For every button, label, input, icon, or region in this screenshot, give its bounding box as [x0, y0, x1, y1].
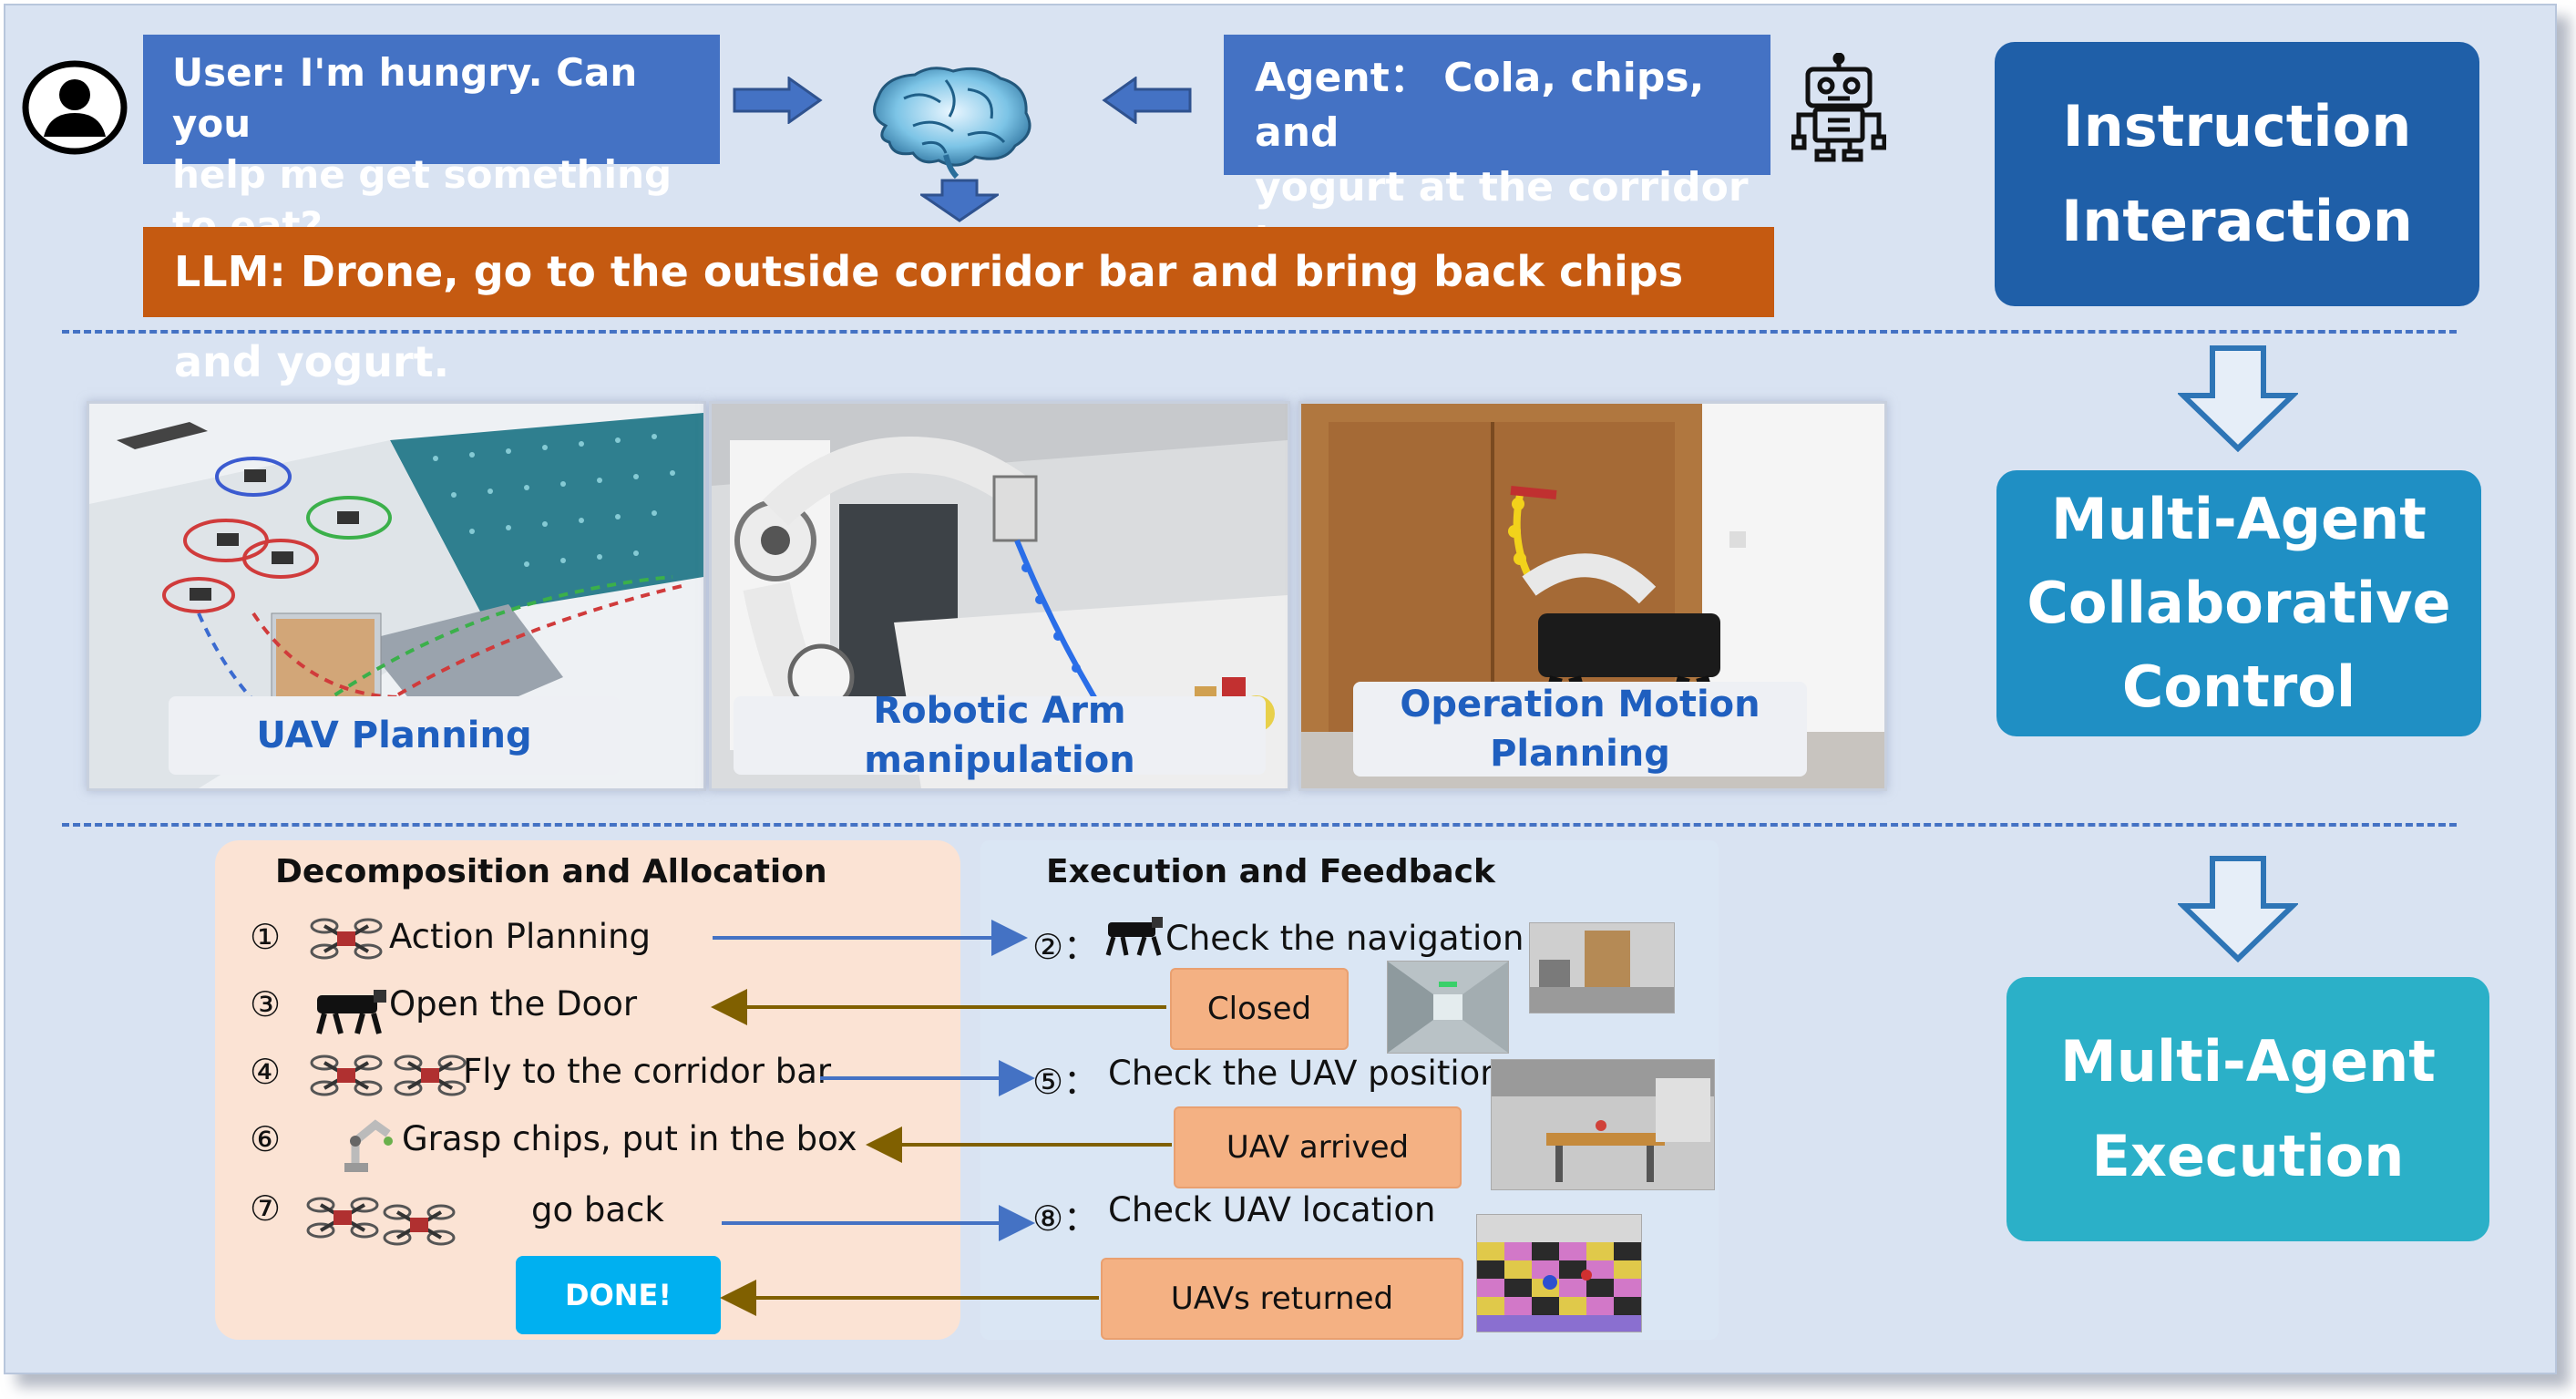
- drone-icon: [306, 1187, 379, 1249]
- operation-motion-label: Operation Motion Planning: [1353, 682, 1807, 777]
- stage-3-line-1: Multi-Agent: [2060, 1028, 2436, 1095]
- robotic-arm-icon: [339, 1114, 397, 1178]
- step-fly-corridor: Fly to the corridor bar: [463, 1052, 832, 1091]
- stage-1-line-2: Interaction: [2061, 188, 2413, 254]
- check-number-2: ②：: [1032, 927, 1099, 967]
- stage-down-arrow-icon: [2176, 855, 2300, 966]
- agent-message-box: Agent： Cola, chips, and yogurt at the co…: [1224, 35, 1770, 265]
- feedback-uav-arrived: UAV arrived: [1174, 1106, 1462, 1188]
- operation-motion-text-1: Operation Motion: [1400, 684, 1760, 725]
- done-label: DONE!: [565, 1278, 672, 1312]
- robotic-arm-text: Robotic Arm manipulation: [864, 690, 1135, 781]
- down-arrow-icon: [918, 179, 1001, 226]
- stage-2-line-2: Collaborative: [2027, 570, 2451, 636]
- corridor-bar-photo: [1491, 1059, 1715, 1190]
- uav-planning-label: UAV Planning: [169, 696, 620, 775]
- drone-icon: [310, 1044, 383, 1106]
- feedback-uavs-returned-text: UAVs returned: [1170, 1281, 1394, 1317]
- feedback-uav-arrived-text: UAV arrived: [1226, 1129, 1410, 1166]
- hallway-photo: [1387, 961, 1509, 1054]
- feedback-closed-text: Closed: [1206, 991, 1312, 1027]
- operation-motion-text-2: Planning: [1490, 733, 1670, 775]
- stage-2-line-1: Multi-Agent: [2051, 486, 2427, 552]
- stage-1-line-1: Instruction: [2062, 93, 2412, 159]
- check-uav-location: Check UAV location: [1108, 1190, 1436, 1229]
- llm-message-box: LLM: Drone, go to the outside corridor b…: [143, 227, 1774, 386]
- left-arrow-icon: [1101, 76, 1192, 128]
- stage-multi-agent-execution: Multi-Agent Execution: [2006, 977, 2489, 1241]
- uav-planning-text: UAV Planning: [256, 715, 532, 756]
- separator-bottom: [62, 823, 2457, 827]
- robotic-arm-label: Robotic Arm manipulation: [734, 690, 1266, 781]
- check-uav-position: Check the UAV position: [1108, 1054, 1502, 1093]
- feedback-uavs-returned: UAVs returned: [1101, 1258, 1463, 1340]
- step-grasp-chips: Grasp chips, put in the box: [402, 1119, 857, 1158]
- stage-collaborative-control: Multi-Agent Collaborative Control: [1996, 470, 2481, 736]
- agent-message-line-1: Agent： Cola, chips, and: [1255, 55, 1705, 156]
- step-open-door: Open the Door: [389, 984, 638, 1024]
- check-navigation: Check the navigation: [1165, 919, 1524, 958]
- step-number-7: ⑦: [250, 1188, 282, 1229]
- step-number-3: ③: [250, 984, 282, 1024]
- done-button: DONE!: [516, 1256, 721, 1334]
- execution-title: Execution and Feedback: [1046, 853, 1495, 890]
- user-message-line-1: User: I'm hungry. Can you: [172, 50, 638, 146]
- step-number-4: ④: [250, 1052, 282, 1092]
- drone-icon: [394, 1044, 467, 1106]
- step-number-6: ⑥: [250, 1119, 282, 1159]
- step-go-back: go back: [531, 1190, 664, 1229]
- llm-message: LLM: Drone, go to the outside corridor b…: [174, 247, 1684, 386]
- decomposition-title: Decomposition and Allocation: [275, 853, 827, 890]
- corridor-door-photo: [1529, 922, 1675, 1013]
- step-number-1: ①: [250, 917, 282, 957]
- returned-uavs-photo: [1476, 1214, 1642, 1332]
- feedback-closed: Closed: [1170, 968, 1349, 1050]
- drone-icon: [383, 1194, 456, 1256]
- check-number-8: ⑧：: [1032, 1198, 1099, 1239]
- brain-icon: [858, 62, 1041, 182]
- step-action-planning: Action Planning: [389, 917, 652, 956]
- user-avatar-icon: [22, 60, 128, 155]
- robot-dog-icon: [1103, 913, 1168, 962]
- separator-top: [62, 330, 2457, 334]
- stage-down-arrow-icon: [2176, 345, 2300, 456]
- robot-dog-icon: [308, 982, 392, 1041]
- robot-icon: [1791, 52, 1887, 166]
- drone-icon: [310, 908, 383, 970]
- stage-3-line-2: Execution: [2091, 1123, 2405, 1189]
- stage-2-line-3: Control: [2121, 653, 2356, 720]
- stage-instruction-interaction: Instruction Interaction: [1995, 42, 2479, 306]
- right-arrow-icon: [733, 76, 824, 128]
- check-number-5: ⑤：: [1032, 1062, 1099, 1102]
